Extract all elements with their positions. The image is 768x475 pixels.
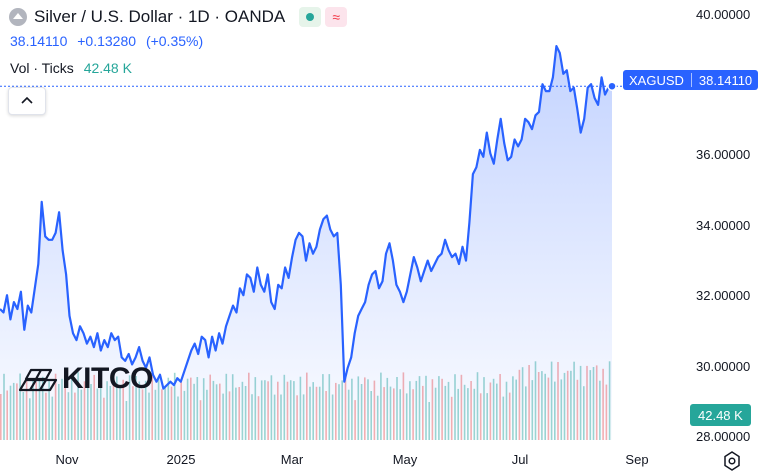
chevron-up-icon [21,96,33,104]
y-tick-label: 36.00000 [696,147,751,162]
last-price-marker [607,81,617,91]
y-tick-label: 34.00000 [696,218,751,233]
silver-coin-icon [9,8,27,26]
x-tick-label: Mar [280,452,304,467]
chart-header: Silver / U.S. Dollar · 1D · OANDA ≈ [8,6,348,28]
symbol-price: 38.14110 [698,72,753,88]
market-status-badge[interactable] [299,7,322,27]
price-quote: 38.14110 +0.13280 (+0.35%) [10,33,209,49]
x-tick-label: 2025 [166,452,196,467]
gear-icon[interactable] [721,450,743,472]
chart-title: Silver / U.S. Dollar · 1D · OANDA [34,7,286,26]
kitco-gold-bars-icon [18,368,58,392]
volume-tag: 42.48 K [690,404,751,426]
last-price: 38.14110 [10,33,68,49]
status-dot-icon [306,13,315,21]
x-tick-label: Jul [511,452,529,467]
volume-label: Vol · Ticks [10,60,74,76]
price-change: +0.13280 [77,33,137,49]
volume-tag-value: 42.48 K [698,407,743,423]
y-tick-label: 28.00000 [696,429,751,444]
tag-separator [690,73,692,87]
symbol-price-tag: XAGUSD 38.14110 [623,70,759,90]
price-area [0,46,612,440]
x-tick-label: Sep [625,452,649,467]
collapse-legend-button[interactable] [8,87,46,115]
y-tick-label: 30.00000 [696,359,751,374]
kitco-logo-text: KITCO [62,362,153,395]
volume-value: 42.48 K [83,60,132,76]
kitco-logo: KITCO [18,362,153,396]
wave-icon[interactable]: ≈ [325,7,348,27]
y-tick-label: 32.00000 [696,288,751,303]
volume-legend: Vol · Ticks 42.48 K [10,60,132,76]
price-line [0,45,613,390]
x-tick-label: May [392,452,418,467]
price-change-percent: (+0.35%) [145,33,204,49]
x-tick-label: Nov [55,452,79,467]
y-tick-label: 40.00000 [696,7,751,22]
symbol-label: XAGUSD [629,72,684,88]
